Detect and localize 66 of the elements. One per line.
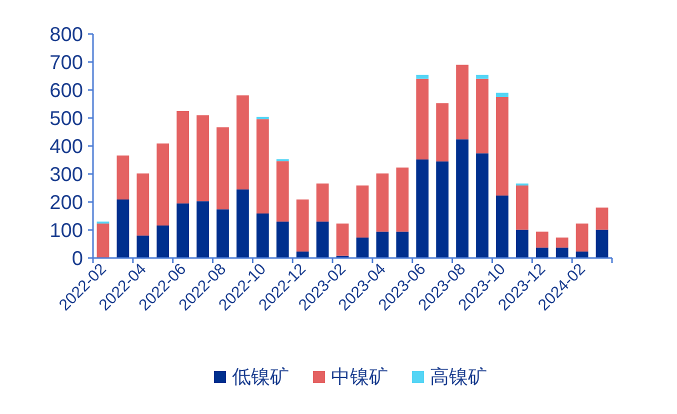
y-tick-label: 500 (50, 108, 83, 130)
bar (236, 95, 249, 190)
bar (556, 248, 568, 258)
bar (576, 252, 588, 258)
bar (576, 224, 588, 252)
bar (256, 116, 269, 120)
bar (196, 201, 209, 258)
bar (596, 208, 608, 230)
bar (436, 103, 449, 162)
bar (356, 185, 369, 238)
bar (516, 185, 528, 230)
y-tick-label: 200 (50, 192, 83, 214)
y-tick-label: 700 (50, 52, 83, 74)
bar (296, 252, 309, 258)
bar (416, 159, 429, 258)
bar (476, 153, 488, 258)
bar (596, 230, 608, 258)
bar (436, 161, 449, 258)
bar (136, 236, 150, 258)
bar (476, 78, 488, 154)
bar (276, 222, 289, 258)
y-tick-label: 400 (50, 136, 83, 158)
bar (416, 78, 429, 160)
bar (96, 224, 110, 258)
bar (256, 119, 269, 214)
bar (456, 139, 468, 258)
bar (256, 213, 269, 258)
bar (496, 97, 508, 196)
bar (176, 203, 190, 258)
bar (496, 196, 508, 258)
bar (336, 224, 349, 256)
bar (496, 92, 508, 97)
bar (536, 232, 548, 248)
bar (376, 232, 389, 258)
bar (396, 232, 409, 258)
bar (116, 156, 130, 200)
bar (476, 74, 488, 79)
bar (456, 64, 468, 140)
bar (316, 184, 329, 222)
y-tick-label: 0 (72, 248, 83, 270)
bar (316, 222, 329, 258)
y-tick-label: 600 (50, 80, 83, 102)
y-tick-label: 800 (50, 24, 83, 46)
bar (396, 168, 409, 232)
legend-label: 高镍矿 (430, 366, 487, 388)
y-tick-label: 300 (50, 164, 83, 186)
bar (356, 238, 369, 258)
bar (216, 209, 229, 258)
legend-label: 中镍矿 (331, 366, 388, 388)
bar (296, 199, 309, 252)
bar (516, 230, 528, 258)
bar (176, 111, 190, 204)
y-tick-label: 100 (50, 220, 83, 242)
bar (556, 238, 568, 248)
legend-label: 低镍矿 (232, 366, 289, 388)
bar (136, 173, 150, 236)
bar (196, 115, 209, 202)
bar (236, 189, 249, 258)
bar (216, 127, 229, 210)
bar (116, 199, 130, 258)
bar (156, 226, 170, 258)
bar (536, 248, 548, 258)
bar (276, 161, 289, 222)
bar (156, 143, 170, 226)
bar (416, 74, 429, 79)
bar (376, 173, 389, 232)
